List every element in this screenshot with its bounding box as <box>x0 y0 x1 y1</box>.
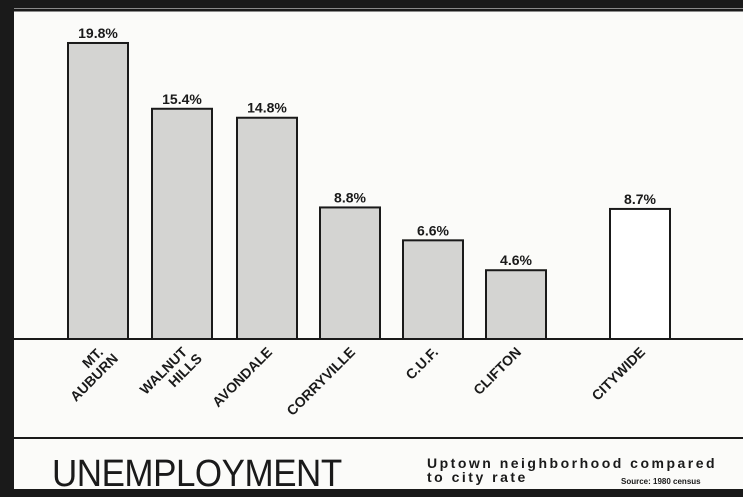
value-label-0: 19.8% <box>78 25 118 41</box>
subtitle-line-2: to city rate <box>427 469 528 485</box>
category-label-2: AVONDALE <box>209 344 275 410</box>
value-label-3: 8.8% <box>334 189 366 205</box>
subtitle-line-1: Uptown neighborhood compared <box>427 455 718 471</box>
bar-1 <box>151 107 213 340</box>
bar-2 <box>236 116 298 340</box>
bar-chart: 19.8% 15.4% 14.8% 8.8% 6.6% 4.6% 8.7% MT.AUBUR… <box>14 8 743 439</box>
value-label-1: 15.4% <box>162 91 202 107</box>
category-label-3: CORRYVILLE <box>283 344 358 419</box>
value-label-4: 6.6% <box>417 222 449 238</box>
bar-3 <box>319 206 381 340</box>
chart-panel: 19.8% 15.4% 14.8% 8.8% 6.6% 4.6% 8.7% MT.AUBUR… <box>14 8 743 495</box>
source-note: Source: 1980 census <box>621 477 701 486</box>
category-label-6: CITYWIDE <box>588 344 648 404</box>
bar-5 <box>485 269 547 341</box>
chart-title: UNEMPLOYMENT <box>52 453 342 495</box>
category-label-4: C.U.F. <box>402 344 441 383</box>
category-label-5: CLIFTON <box>470 344 524 398</box>
value-label-5: 4.6% <box>500 252 532 268</box>
bar-0 <box>67 41 129 341</box>
bar-4 <box>402 239 464 340</box>
category-label-0: MT.AUBURN <box>56 340 121 405</box>
value-label-6: 8.7% <box>624 191 656 207</box>
chart-subtitle: Uptown neighborhood compared to city rat… <box>427 456 743 484</box>
value-label-2: 14.8% <box>247 100 287 116</box>
category-label-1: WALNUTHILLS <box>136 340 205 409</box>
bar-6 <box>609 207 671 340</box>
